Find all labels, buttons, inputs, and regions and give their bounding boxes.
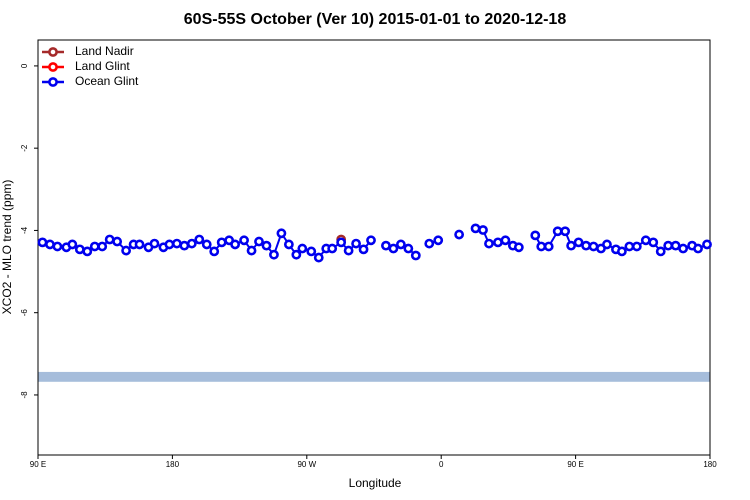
- data-point: [261, 240, 272, 251]
- x-tick-label: 0: [439, 460, 444, 469]
- data-point: [179, 240, 190, 251]
- y-axis-label: XCO2 - MLO trend (ppm): [0, 180, 14, 315]
- data-point: [254, 236, 264, 247]
- legend-label: Ocean Glint: [75, 74, 139, 88]
- data-point: [478, 225, 488, 235]
- data-point: [297, 243, 308, 254]
- data-point: [306, 246, 317, 257]
- x-axis-label: Longitude: [349, 476, 402, 490]
- data-point: [230, 239, 241, 250]
- data-point: [358, 244, 369, 255]
- data-point: [678, 243, 689, 254]
- x-tick-label: 180: [166, 460, 180, 469]
- data-point: [581, 240, 591, 251]
- x-tick-label: 90 E: [567, 460, 583, 469]
- chart-title: 60S-55S October (Ver 10) 2015-01-01 to 2…: [184, 11, 567, 28]
- data-point: [67, 239, 78, 250]
- data-point: [381, 240, 391, 251]
- data-point: [104, 234, 115, 245]
- data-point: [566, 240, 577, 251]
- data-point: [351, 238, 361, 249]
- data-point: [500, 235, 511, 246]
- data-point: [403, 243, 414, 254]
- data-point: [209, 246, 220, 257]
- data-point: [624, 241, 635, 252]
- data-point: [327, 243, 338, 254]
- data-point: [171, 238, 182, 249]
- data-point: [97, 241, 108, 252]
- data-point: [552, 226, 563, 237]
- data-point: [336, 237, 347, 248]
- data-point: [602, 239, 612, 250]
- data-point: [194, 234, 205, 245]
- data-point: [395, 239, 406, 250]
- data-point: [164, 239, 175, 250]
- data-point: [276, 228, 287, 239]
- data-point: [366, 235, 376, 246]
- data-point: [588, 241, 599, 252]
- data-point: [655, 246, 666, 257]
- y-tick-label: -8: [20, 391, 29, 399]
- data-point: [74, 244, 85, 255]
- y-tick-label: 0: [20, 63, 29, 68]
- data-point: [201, 239, 212, 250]
- data-point: [216, 237, 227, 248]
- x-tick-label: 90 W: [297, 460, 316, 469]
- data-point: [121, 245, 132, 256]
- data-point: [112, 236, 123, 247]
- data-point: [433, 235, 444, 246]
- data-point: [410, 250, 421, 261]
- data-point: [269, 249, 279, 260]
- data-point: [530, 230, 541, 241]
- data-point: [186, 238, 197, 249]
- data-point: [313, 252, 324, 263]
- reference-band: [38, 371, 710, 382]
- data-point: [45, 239, 55, 250]
- data-point: [640, 235, 651, 246]
- data-point: [343, 245, 354, 256]
- data-point: [52, 241, 63, 252]
- data-point: [149, 238, 160, 249]
- legend-marker: [48, 62, 58, 72]
- data-point: [663, 240, 674, 251]
- data-point: [134, 239, 145, 250]
- data-point: [454, 229, 465, 240]
- data-point: [536, 241, 547, 252]
- y-tick-label: -6: [20, 309, 29, 317]
- data-point: [513, 242, 524, 253]
- data-point: [89, 241, 100, 252]
- y-tick-label: -4: [20, 226, 29, 234]
- data-point: [493, 237, 503, 248]
- data-point: [573, 237, 584, 248]
- data-point: [560, 226, 571, 237]
- x-tick-label: 90 E: [30, 460, 46, 469]
- x-tick-label: 180: [703, 460, 717, 469]
- legend-marker: [48, 47, 58, 57]
- data-point: [424, 238, 435, 249]
- data-point: [291, 249, 302, 260]
- data-point: [484, 238, 494, 249]
- data-point: [702, 239, 712, 250]
- legend-label: Land Nadir: [75, 44, 134, 58]
- data-point: [631, 241, 642, 252]
- data-point: [82, 246, 93, 257]
- data-point: [388, 243, 399, 254]
- data-point: [648, 237, 659, 248]
- data-point: [670, 240, 681, 251]
- data-point: [283, 239, 294, 250]
- legend-marker: [48, 77, 58, 87]
- data-point: [37, 237, 48, 248]
- y-tick-label: -2: [20, 144, 29, 152]
- data-point: [239, 235, 249, 246]
- data-point: [616, 246, 627, 257]
- data-point: [470, 223, 481, 234]
- data-point: [246, 245, 257, 256]
- data-point: [543, 241, 554, 252]
- data-point: [693, 243, 703, 254]
- legend-label: Land Glint: [75, 59, 130, 73]
